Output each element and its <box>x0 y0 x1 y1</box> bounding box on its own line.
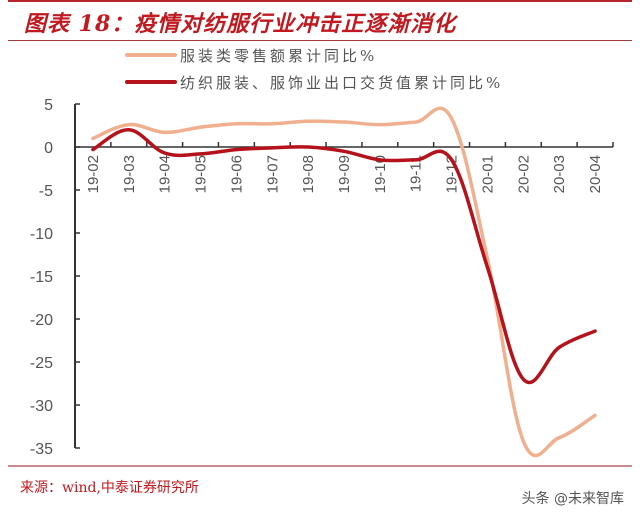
legend-item-retail: 服装类零售额累计同比% <box>125 45 377 65</box>
y-tick-label: -30 <box>30 398 53 415</box>
x-tick-label: 19-07 <box>264 155 281 193</box>
footer-rule <box>8 465 632 467</box>
legend-swatch-light <box>125 53 177 57</box>
chart-title: 图表 18：疫情对纺服行业冲击正逐渐消化 <box>24 11 457 37</box>
y-tick-label: -25 <box>30 355 53 372</box>
y-tick-label: -5 <box>39 183 53 200</box>
x-tick-label: 20-04 <box>587 155 604 193</box>
y-tick-label: -20 <box>30 312 53 329</box>
x-tick-label: 20-01 <box>479 155 496 193</box>
title-rule <box>8 40 632 41</box>
x-tick-label: 19-06 <box>228 155 245 193</box>
series-line-export <box>91 128 597 384</box>
y-tick-label: -15 <box>30 269 53 286</box>
legend-swatch-dark <box>125 80 177 84</box>
watermark: 头条 @未来智库 <box>521 491 624 507</box>
x-tick-label: 19-02 <box>85 155 102 193</box>
x-tick-label: 19-04 <box>157 155 174 193</box>
x-tick-label: 19-05 <box>193 155 210 193</box>
source-note: 来源：wind,中泰证券研究所 <box>20 480 199 496</box>
legend-label: 纺织服装、服饰业出口交货值累计同比% <box>180 73 504 92</box>
x-tick-label: 20-02 <box>515 155 532 193</box>
line-chart: 5 0 -5 -10 -15 -20 -25 -30 -35 19-02 19-03 19-04 19-… <box>30 97 614 458</box>
x-tick-label: 19-10 <box>372 155 389 193</box>
legend-item-export: 纺织服装、服饰业出口交货值累计同比% <box>125 72 503 92</box>
x-tick-label: 19-09 <box>336 155 353 193</box>
series-line-retail <box>91 106 597 458</box>
y-tick-label: 5 <box>44 97 53 114</box>
x-tick-label: 20-03 <box>551 155 568 193</box>
y-tick-label: -10 <box>30 226 53 243</box>
legend-label: 服装类零售额累计同比% <box>180 46 378 65</box>
top-rule <box>8 0 632 2</box>
x-tick-label: 19-08 <box>300 155 317 193</box>
x-tick-label: 19-03 <box>121 155 138 193</box>
x-tick-label: 19-12 <box>444 155 461 193</box>
y-tick-label: 0 <box>44 140 53 157</box>
y-tick-label: -35 <box>30 441 53 458</box>
x-tick-label: 19-11 <box>408 155 425 192</box>
